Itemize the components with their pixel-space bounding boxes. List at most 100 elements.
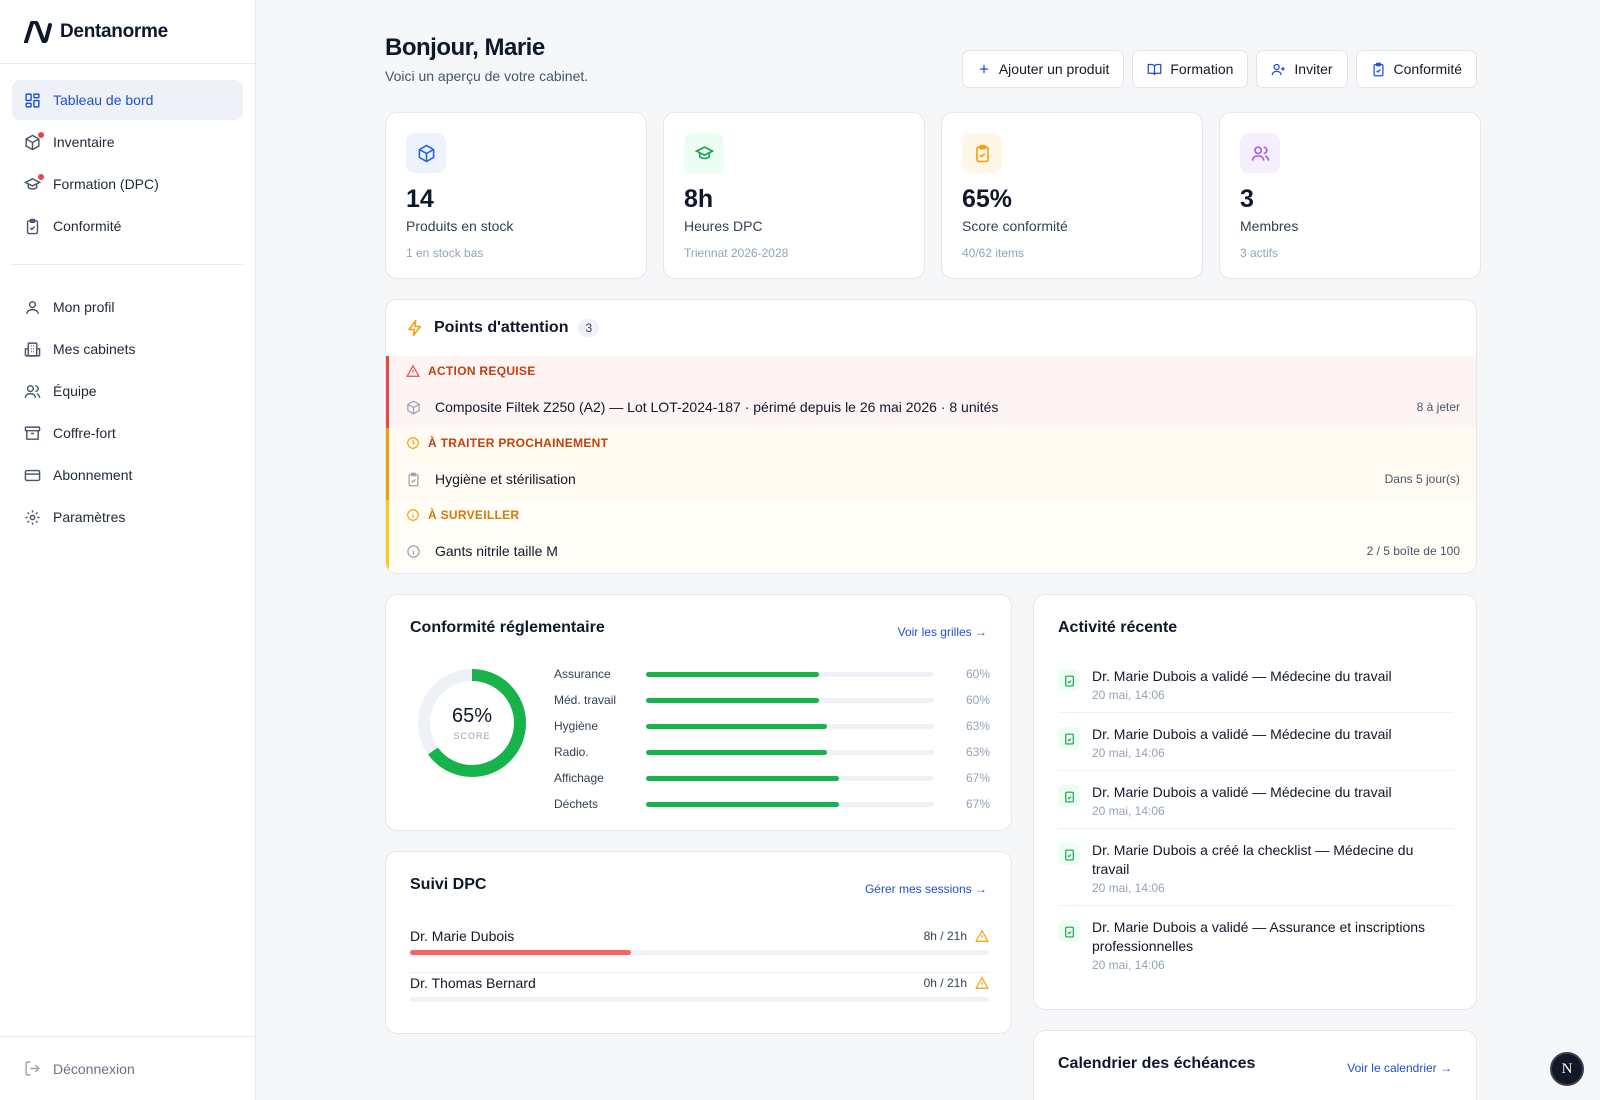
donut-score: 65%: [451, 705, 493, 727]
building-icon: [24, 341, 41, 358]
dpc-row[interactable]: Dr. Thomas Bernard 0h / 21h: [410, 973, 989, 1020]
activity-title: Activité récente: [1058, 619, 1178, 636]
clipboard-check-icon: [973, 144, 992, 163]
bar-percent: 60%: [965, 693, 990, 707]
activity-item[interactable]: Dr. Marie Dubois a validé — Assurance et…: [1058, 906, 1454, 982]
activity-item[interactable]: Dr. Marie Dubois a validé — Médecine du …: [1058, 713, 1454, 771]
dpc-hours: 8h / 21h: [923, 929, 967, 943]
greeting: Bonjour, Marie Voici un aperçu de votre …: [385, 34, 588, 84]
sidebar-item-compliance[interactable]: Conformité: [12, 206, 243, 246]
sidebar-item-cabinets[interactable]: Mes cabinets: [12, 329, 243, 369]
training-button[interactable]: Formation: [1132, 50, 1249, 88]
plus-icon: [977, 62, 991, 76]
credit-card-icon: [24, 467, 41, 484]
manage-sessions-link[interactable]: Gérer mes sessions →: [864, 882, 987, 896]
invite-button[interactable]: Inviter: [1256, 50, 1348, 88]
clipboard-check-icon: [1371, 62, 1386, 77]
group-heading: ACTION REQUISE: [389, 356, 1476, 386]
stat-icon-badge: [684, 133, 724, 173]
attention-item-text: Composite Filtek Z250 (A2) — Lot LOT-202…: [435, 399, 999, 415]
stats-row: 14 Produits en stock 1 en stock bas 8h H…: [385, 112, 1481, 279]
gear-icon: [24, 509, 41, 526]
stat-sub: Triennat 2026-2028: [684, 246, 789, 260]
attention-item[interactable]: Composite Filtek Z250 (A2) — Lot LOT-202…: [389, 386, 1476, 428]
bar-percent: 67%: [965, 771, 990, 785]
brand[interactable]: Dentanorme: [0, 0, 255, 64]
sidebar-item-settings[interactable]: Paramètres: [12, 497, 243, 537]
add-product-button[interactable]: Ajouter un produit: [961, 50, 1125, 88]
donut-center: 65% SCORE: [416, 667, 528, 779]
attention-item-text: Hygiène et stérilisation: [435, 471, 576, 487]
users-icon: [1251, 144, 1270, 163]
bar-fill: [646, 775, 839, 781]
page-subtitle: Voici un aperçu de votre cabinet.: [385, 68, 589, 84]
sidebar-item-inventory[interactable]: Inventaire: [12, 122, 243, 162]
view-grids-link[interactable]: Voir les grilles →: [897, 625, 987, 639]
sidebar-item-label: Tableau de bord: [53, 92, 154, 108]
bar-fill: [646, 723, 828, 729]
dpc-progress-track: [410, 950, 989, 955]
activity-item[interactable]: Dr. Marie Dubois a validé — Médecine du …: [1058, 655, 1454, 713]
sidebar-item-subscription[interactable]: Abonnement: [12, 455, 243, 495]
activity-date: 20 mai, 14:06: [1092, 746, 1165, 760]
group-heading: À SURVEILLER: [389, 500, 1476, 530]
activity-text: Dr. Marie Dubois a validé — Médecine du …: [1092, 784, 1392, 800]
bar-name: Assurance: [554, 667, 611, 681]
attention-item[interactable]: Gants nitrile taille M 2 / 5 boîte de 10…: [389, 530, 1476, 572]
compliance-bar-row: Assurance 60%: [554, 661, 990, 687]
activity-text: Dr. Marie Dubois a créé la checklist — M…: [1092, 842, 1414, 877]
sidebar-item-vault[interactable]: Coffre-fort: [12, 413, 243, 453]
button-label: Formation: [1170, 61, 1234, 77]
compliance-bar-row: Méd. travail 60%: [554, 687, 990, 713]
deadlines-calendar-card: Calendrier des échéances Voir le calendr…: [1033, 1030, 1477, 1100]
activity-item[interactable]: Dr. Marie Dubois a créé la checklist — M…: [1058, 829, 1454, 906]
nextjs-devtools-button[interactable]: N: [1550, 1052, 1584, 1086]
dpc-row[interactable]: Dr. Marie Dubois 8h / 21h: [410, 926, 989, 973]
archive-icon: [24, 425, 41, 442]
bar-fill: [646, 671, 819, 677]
activity-body: Dr. Marie Dubois a validé — Médecine du …: [1092, 725, 1392, 760]
sidebar-nav-secondary: Mon profil Mes cabinets Équipe Coffre-fo…: [0, 287, 255, 537]
attention-item-meta: 2 / 5 boîte de 100: [1366, 544, 1460, 558]
activity-body: Dr. Marie Dubois a créé la checklist — M…: [1092, 841, 1454, 895]
view-calendar-link[interactable]: Voir le calendrier →: [1347, 1061, 1452, 1075]
stat-sub: 40/62 items: [962, 246, 1025, 260]
attention-item-text: Gants nitrile taille M: [435, 543, 558, 559]
graduation-cap-icon: [24, 172, 45, 193]
stat-value: 14: [406, 185, 434, 213]
stat-card-products[interactable]: 14 Produits en stock 1 en stock bas: [385, 112, 647, 279]
stat-label: Heures DPC: [684, 218, 763, 234]
clipboard-check-icon: [406, 472, 421, 487]
log-out-icon: [24, 1060, 41, 1077]
logout-button[interactable]: Déconnexion: [0, 1036, 255, 1100]
attention-panel: Points d'attention 3 ACTION REQUISE Comp…: [385, 299, 1477, 574]
compliance-title: Conformité réglementaire: [410, 619, 605, 636]
stat-card-members[interactable]: 3 Membres 3 actifs: [1219, 112, 1481, 279]
clock-icon: [406, 436, 420, 450]
sidebar-item-label: Paramètres: [53, 509, 126, 525]
sidebar-item-training[interactable]: Formation (DPC): [12, 164, 243, 204]
sidebar-item-label: Mes cabinets: [53, 341, 136, 357]
stat-sub: 3 actifs: [1240, 246, 1279, 260]
user-plus-icon: [1271, 62, 1286, 77]
bar-percent: 63%: [965, 719, 990, 733]
stat-icon-badge: [1240, 133, 1280, 173]
page-title: Bonjour, Marie: [385, 34, 545, 61]
sidebar-item-profile[interactable]: Mon profil: [12, 287, 243, 327]
button-label: Ajouter un produit: [998, 61, 1110, 77]
sidebar-item-dashboard[interactable]: Tableau de bord: [12, 80, 243, 120]
header-actions: Ajouter un produit Formation Inviter Con…: [961, 50, 1477, 88]
compliance-button[interactable]: Conformité: [1355, 50, 1477, 88]
sidebar-item-team[interactable]: Équipe: [12, 371, 243, 411]
logout-label: Déconnexion: [53, 1060, 135, 1077]
compliance-card: Conformité réglementaire Voir les grille…: [385, 594, 1012, 831]
activity-item[interactable]: Dr. Marie Dubois a validé — Médecine du …: [1058, 771, 1454, 829]
stat-card-compliance-score[interactable]: 65% Score conformité 40/62 items: [941, 112, 1203, 279]
group-heading: À TRAITER PROCHAINEMENT: [389, 428, 1476, 458]
stat-card-dpc-hours[interactable]: 8h Heures DPC Triennat 2026-2028: [663, 112, 925, 279]
attention-item[interactable]: Hygiène et stérilisation Dans 5 jour(s): [389, 458, 1476, 500]
dashboard-icon: [24, 92, 41, 109]
bar-fill: [646, 697, 819, 703]
compliance-bars: Assurance 60% Méd. travail 60% Hygiène 63% …: [554, 661, 990, 817]
bar-track: [646, 697, 934, 703]
